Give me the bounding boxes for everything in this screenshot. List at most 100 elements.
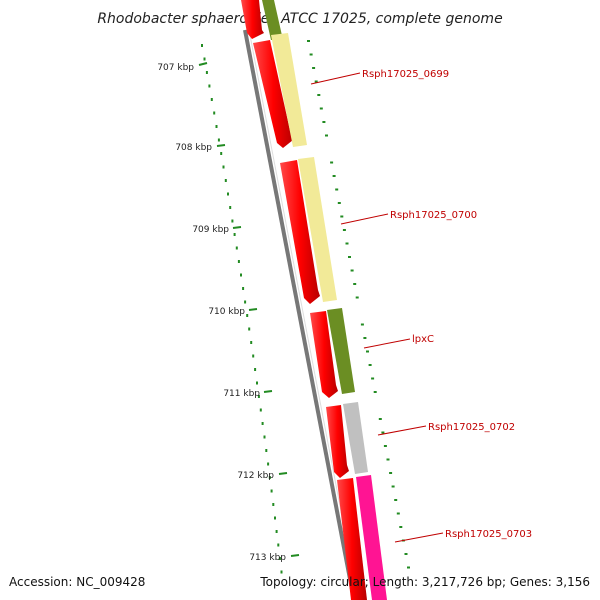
outer-dash bbox=[371, 377, 375, 380]
tick-mark bbox=[278, 472, 288, 475]
outer-dash bbox=[314, 80, 318, 83]
gene-feature-rsph17025-0703 bbox=[356, 475, 387, 600]
outer-dash bbox=[373, 391, 377, 393]
outer-dash bbox=[317, 94, 321, 96]
gene-label-lpxc: lpxC bbox=[412, 334, 434, 345]
scale-dot bbox=[201, 44, 203, 47]
scale-dot bbox=[233, 233, 236, 236]
scale-dot bbox=[256, 381, 258, 385]
outer-dash bbox=[363, 337, 367, 339]
gene-label-rsph17025-0699: Rsph17025_0699 bbox=[362, 69, 449, 80]
outer-dash bbox=[394, 499, 398, 501]
map-title: Rhodobacter sphaeroides ATCC 17025, comp… bbox=[97, 11, 502, 27]
outer-dash bbox=[342, 229, 346, 231]
strand-arrow bbox=[326, 405, 349, 478]
scale-dot bbox=[257, 395, 260, 398]
outer-dash bbox=[368, 364, 372, 366]
outer-dash bbox=[391, 485, 395, 488]
outer-dash bbox=[407, 566, 410, 569]
scale-dot bbox=[213, 111, 216, 115]
leader-line bbox=[377, 425, 427, 436]
scale-dot bbox=[259, 408, 262, 412]
leader-line bbox=[394, 532, 444, 543]
tick-mark bbox=[290, 554, 300, 557]
scale-dot bbox=[222, 165, 225, 169]
gene-feature-partial bbox=[262, 0, 283, 40]
outer-dash bbox=[340, 215, 344, 218]
scale-dot bbox=[263, 435, 266, 439]
outer-dash bbox=[353, 283, 357, 285]
outer-ring-dashes bbox=[307, 40, 410, 569]
outer-dash bbox=[378, 418, 382, 420]
outer-dash bbox=[355, 296, 359, 299]
scale-dot bbox=[267, 462, 270, 466]
scale-dot bbox=[224, 179, 227, 182]
outer-dash bbox=[389, 472, 393, 474]
gene-labels: Rsph17025_0699 Rsph17025_0700 lpxC Rsph1… bbox=[310, 69, 532, 543]
tick-label-710: 710 kbp bbox=[208, 307, 245, 317]
gene-feature-lpxc bbox=[327, 308, 355, 394]
scale-dot bbox=[274, 516, 276, 520]
tick-mark bbox=[263, 390, 273, 393]
scale-dot bbox=[268, 476, 271, 479]
scale-dot bbox=[231, 219, 234, 223]
scale-dot bbox=[270, 489, 273, 493]
outer-dash bbox=[383, 445, 387, 447]
outer-dash bbox=[330, 161, 334, 164]
outer-dash bbox=[350, 269, 354, 272]
outer-dash bbox=[366, 350, 369, 353]
scale-dot bbox=[248, 327, 251, 331]
outer-dash bbox=[307, 40, 310, 42]
scale-dot bbox=[252, 354, 255, 358]
gene-label-rsph17025-0700: Rsph17025_0700 bbox=[390, 210, 477, 221]
tick-label-708: 708 kbp bbox=[175, 143, 212, 153]
outer-dash bbox=[396, 512, 400, 515]
outer-dash bbox=[332, 175, 336, 177]
gene-label-rsph17025-0703: Rsph17025_0703 bbox=[445, 529, 532, 540]
leader-line bbox=[363, 338, 411, 349]
scale-ring-dots bbox=[201, 44, 283, 574]
scale-dot bbox=[275, 530, 278, 533]
outer-dash bbox=[312, 67, 316, 69]
strand-arrow bbox=[337, 478, 367, 600]
scale-dot bbox=[240, 273, 242, 277]
tick-label-713: 713 kbp bbox=[249, 553, 286, 563]
genome-summary-text: Topology: circular; Length: 3,217,726 bp… bbox=[259, 575, 590, 589]
tick-mark bbox=[232, 226, 242, 229]
strand-arrow bbox=[310, 311, 338, 398]
scale-dot bbox=[277, 543, 280, 547]
tick-group: 707 kbp 708 kbp 709 kbp 710 kbp 711 kbp … bbox=[157, 62, 300, 563]
leader-line bbox=[310, 72, 361, 85]
scale-dot bbox=[205, 71, 208, 74]
tick-label-707: 707 kbp bbox=[157, 63, 194, 73]
outer-dash bbox=[348, 256, 351, 258]
scale-dot bbox=[244, 300, 247, 304]
scale-dot bbox=[217, 138, 220, 142]
strand-arrow bbox=[241, 0, 264, 39]
scale-dot bbox=[215, 125, 218, 128]
tick-mark bbox=[198, 62, 208, 66]
tick-label-712: 712 kbp bbox=[237, 471, 274, 481]
gene-features bbox=[262, 0, 387, 600]
outer-dash bbox=[399, 526, 403, 528]
gene-label-rsph17025-0702: Rsph17025_0702 bbox=[428, 422, 515, 433]
scale-dot bbox=[227, 192, 229, 196]
gene-feature-rsph17025-0700 bbox=[298, 157, 337, 302]
outer-dash bbox=[335, 188, 339, 191]
strand-arrows bbox=[241, 0, 367, 600]
strand-arrow bbox=[253, 40, 293, 148]
gene-feature-rsph17025-0702 bbox=[343, 402, 368, 474]
scale-dot bbox=[220, 152, 223, 155]
tick-label-709: 709 kbp bbox=[192, 225, 229, 235]
genome-backbone-highlight bbox=[248, 29, 359, 600]
scale-dot bbox=[203, 57, 206, 61]
gene-feature-rsph17025-0699 bbox=[271, 33, 307, 147]
leader-line bbox=[340, 213, 389, 225]
outer-dash bbox=[404, 553, 408, 555]
scale-dot bbox=[278, 557, 281, 560]
scale-dot bbox=[235, 246, 238, 250]
scale-dot bbox=[261, 422, 264, 425]
scale-dot bbox=[229, 206, 232, 209]
tick-mark bbox=[248, 308, 258, 311]
